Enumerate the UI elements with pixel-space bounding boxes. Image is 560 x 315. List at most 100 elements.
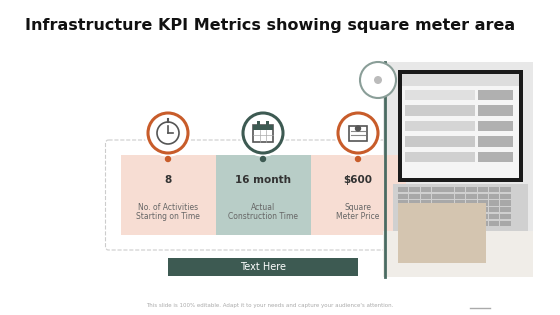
- Bar: [489, 193, 500, 199]
- Circle shape: [360, 62, 396, 98]
- Circle shape: [356, 157, 361, 162]
- Circle shape: [240, 110, 286, 156]
- Bar: [455, 193, 465, 199]
- Bar: [489, 200, 500, 206]
- Bar: [421, 187, 431, 192]
- Text: Actual: Actual: [251, 203, 275, 212]
- Bar: [432, 193, 442, 199]
- Bar: [409, 220, 420, 226]
- Text: Square: Square: [344, 203, 371, 212]
- Bar: [421, 193, 431, 199]
- Circle shape: [145, 110, 191, 156]
- Circle shape: [335, 110, 381, 156]
- Circle shape: [374, 76, 382, 84]
- Bar: [409, 200, 420, 206]
- Circle shape: [356, 126, 361, 131]
- Text: Text Here: Text Here: [240, 262, 286, 272]
- Bar: [432, 207, 442, 212]
- Bar: [478, 136, 513, 147]
- Bar: [421, 220, 431, 226]
- Text: 8: 8: [165, 175, 171, 185]
- Bar: [398, 207, 408, 212]
- Bar: [398, 193, 408, 199]
- Bar: [398, 70, 523, 182]
- Bar: [466, 207, 477, 212]
- Bar: [466, 220, 477, 226]
- Bar: [444, 220, 454, 226]
- Bar: [383, 231, 533, 277]
- Bar: [444, 187, 454, 192]
- Bar: [421, 214, 431, 219]
- Bar: [432, 220, 442, 226]
- Bar: [405, 121, 475, 131]
- Bar: [405, 152, 475, 162]
- Bar: [398, 187, 408, 192]
- Bar: [409, 187, 420, 192]
- Bar: [478, 220, 488, 226]
- Bar: [455, 207, 465, 212]
- Text: No. of Activities: No. of Activities: [138, 203, 198, 212]
- Bar: [455, 214, 465, 219]
- Bar: [478, 187, 488, 192]
- Bar: [500, 193, 511, 199]
- Text: This slide is 100% editable. Adapt it to your needs and capture your audience's : This slide is 100% editable. Adapt it to…: [146, 303, 394, 308]
- Bar: [466, 193, 477, 199]
- Bar: [500, 187, 511, 192]
- Bar: [253, 124, 273, 130]
- Text: Infrastructure KPI Metrics showing square meter area: Infrastructure KPI Metrics showing squar…: [25, 18, 515, 33]
- Bar: [409, 207, 420, 212]
- Bar: [478, 214, 488, 219]
- Bar: [489, 214, 500, 219]
- Bar: [398, 200, 408, 206]
- Bar: [444, 193, 454, 199]
- Bar: [421, 207, 431, 212]
- Bar: [405, 89, 475, 100]
- Bar: [478, 105, 513, 116]
- Bar: [398, 203, 486, 263]
- Bar: [500, 207, 511, 212]
- Bar: [444, 207, 454, 212]
- Bar: [444, 200, 454, 206]
- Bar: [402, 74, 519, 178]
- Bar: [432, 200, 442, 206]
- Bar: [120, 155, 216, 235]
- Bar: [409, 193, 420, 199]
- Bar: [216, 155, 310, 235]
- Bar: [310, 155, 405, 235]
- Bar: [421, 200, 431, 206]
- Bar: [478, 152, 513, 162]
- Text: Meter Price: Meter Price: [337, 212, 380, 221]
- Bar: [500, 200, 511, 206]
- Bar: [349, 125, 367, 140]
- Bar: [393, 184, 528, 231]
- Text: $600: $600: [343, 175, 372, 185]
- Bar: [432, 214, 442, 219]
- Circle shape: [260, 157, 265, 162]
- Bar: [500, 214, 511, 219]
- Circle shape: [166, 157, 170, 162]
- Bar: [489, 207, 500, 212]
- Bar: [402, 74, 519, 86]
- Bar: [168, 258, 358, 276]
- Bar: [398, 220, 408, 226]
- Bar: [405, 105, 475, 116]
- Bar: [478, 200, 488, 206]
- Bar: [478, 207, 488, 212]
- Bar: [266, 121, 269, 125]
- Bar: [383, 62, 533, 277]
- Bar: [455, 200, 465, 206]
- Bar: [478, 121, 513, 131]
- Bar: [398, 214, 408, 219]
- Bar: [409, 214, 420, 219]
- Bar: [478, 89, 513, 100]
- Text: 16 month: 16 month: [235, 175, 291, 185]
- Bar: [478, 193, 488, 199]
- Bar: [466, 214, 477, 219]
- Bar: [455, 220, 465, 226]
- Bar: [489, 220, 500, 226]
- Bar: [444, 214, 454, 219]
- Bar: [500, 220, 511, 226]
- Bar: [253, 124, 273, 141]
- Text: Construction Time: Construction Time: [228, 212, 298, 221]
- Text: Starting on Time: Starting on Time: [136, 212, 200, 221]
